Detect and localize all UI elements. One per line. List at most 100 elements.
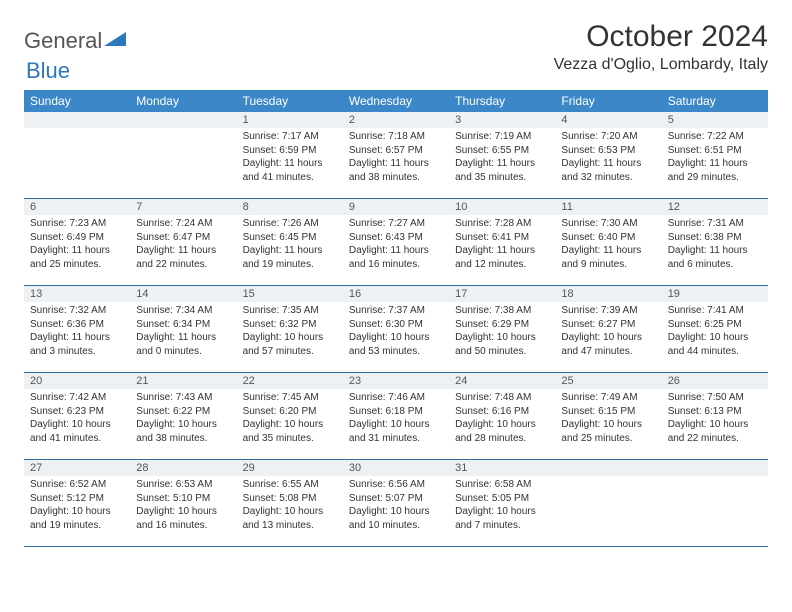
day-details: Sunrise: 7:28 AMSunset: 6:41 PMDaylight:… (449, 215, 555, 275)
day-number: 28 (130, 460, 236, 476)
day-number: 12 (662, 199, 768, 215)
day-details: Sunrise: 7:18 AMSunset: 6:57 PMDaylight:… (343, 128, 449, 188)
day-details: Sunrise: 7:34 AMSunset: 6:34 PMDaylight:… (130, 302, 236, 362)
day-number: 14 (130, 286, 236, 302)
calendar-cell: 21Sunrise: 7:43 AMSunset: 6:22 PMDayligh… (130, 373, 236, 460)
day-details: Sunrise: 7:26 AMSunset: 6:45 PMDaylight:… (237, 215, 343, 275)
day-number: 1 (237, 112, 343, 128)
day-details: Sunrise: 7:27 AMSunset: 6:43 PMDaylight:… (343, 215, 449, 275)
calendar-cell: 19Sunrise: 7:41 AMSunset: 6:25 PMDayligh… (662, 286, 768, 373)
day-details: Sunrise: 7:32 AMSunset: 6:36 PMDaylight:… (24, 302, 130, 362)
logo-triangle-icon (104, 30, 126, 53)
day-number: 25 (555, 373, 661, 389)
day-number: 16 (343, 286, 449, 302)
calendar-cell: 4Sunrise: 7:20 AMSunset: 6:53 PMDaylight… (555, 112, 661, 199)
calendar-cell: 6Sunrise: 7:23 AMSunset: 6:49 PMDaylight… (24, 199, 130, 286)
calendar-cell: 14Sunrise: 7:34 AMSunset: 6:34 PMDayligh… (130, 286, 236, 373)
month-title: October 2024 (554, 20, 768, 54)
day-details: Sunrise: 6:56 AMSunset: 5:07 PMDaylight:… (343, 476, 449, 536)
day-number: 13 (24, 286, 130, 302)
day-number: 23 (343, 373, 449, 389)
day-details: Sunrise: 7:45 AMSunset: 6:20 PMDaylight:… (237, 389, 343, 449)
day-number: 4 (555, 112, 661, 128)
logo-text-blue: Blue (26, 58, 70, 83)
calendar-cell: 29Sunrise: 6:55 AMSunset: 5:08 PMDayligh… (237, 460, 343, 547)
day-header: Monday (130, 90, 236, 112)
day-number: 27 (24, 460, 130, 476)
day-details: Sunrise: 7:41 AMSunset: 6:25 PMDaylight:… (662, 302, 768, 362)
day-number: 11 (555, 199, 661, 215)
day-number: 21 (130, 373, 236, 389)
calendar-cell: 31Sunrise: 6:58 AMSunset: 5:05 PMDayligh… (449, 460, 555, 547)
day-details: Sunrise: 7:17 AMSunset: 6:59 PMDaylight:… (237, 128, 343, 188)
day-details: Sunrise: 7:48 AMSunset: 6:16 PMDaylight:… (449, 389, 555, 449)
day-details: Sunrise: 7:38 AMSunset: 6:29 PMDaylight:… (449, 302, 555, 362)
day-details: Sunrise: 7:35 AMSunset: 6:32 PMDaylight:… (237, 302, 343, 362)
calendar-cell: 27Sunrise: 6:52 AMSunset: 5:12 PMDayligh… (24, 460, 130, 547)
calendar-cell: 18Sunrise: 7:39 AMSunset: 6:27 PMDayligh… (555, 286, 661, 373)
calendar-table: SundayMondayTuesdayWednesdayThursdayFrid… (24, 90, 768, 547)
day-details: Sunrise: 7:46 AMSunset: 6:18 PMDaylight:… (343, 389, 449, 449)
day-details: Sunrise: 6:53 AMSunset: 5:10 PMDaylight:… (130, 476, 236, 536)
day-number: 15 (237, 286, 343, 302)
calendar-cell: 12Sunrise: 7:31 AMSunset: 6:38 PMDayligh… (662, 199, 768, 286)
calendar-cell: 13Sunrise: 7:32 AMSunset: 6:36 PMDayligh… (24, 286, 130, 373)
calendar-cell (24, 112, 130, 199)
calendar-cell: 15Sunrise: 7:35 AMSunset: 6:32 PMDayligh… (237, 286, 343, 373)
calendar-cell: 8Sunrise: 7:26 AMSunset: 6:45 PMDaylight… (237, 199, 343, 286)
day-details: Sunrise: 7:31 AMSunset: 6:38 PMDaylight:… (662, 215, 768, 275)
calendar-cell: 2Sunrise: 7:18 AMSunset: 6:57 PMDaylight… (343, 112, 449, 199)
day-details: Sunrise: 6:58 AMSunset: 5:05 PMDaylight:… (449, 476, 555, 536)
day-header: Friday (555, 90, 661, 112)
day-header: Saturday (662, 90, 768, 112)
calendar-cell: 20Sunrise: 7:42 AMSunset: 6:23 PMDayligh… (24, 373, 130, 460)
calendar-cell: 11Sunrise: 7:30 AMSunset: 6:40 PMDayligh… (555, 199, 661, 286)
day-details: Sunrise: 7:42 AMSunset: 6:23 PMDaylight:… (24, 389, 130, 449)
day-number: 5 (662, 112, 768, 128)
calendar-cell: 22Sunrise: 7:45 AMSunset: 6:20 PMDayligh… (237, 373, 343, 460)
day-details: Sunrise: 7:19 AMSunset: 6:55 PMDaylight:… (449, 128, 555, 188)
day-details: Sunrise: 7:22 AMSunset: 6:51 PMDaylight:… (662, 128, 768, 188)
calendar-cell (130, 112, 236, 199)
day-number: 18 (555, 286, 661, 302)
day-details: Sunrise: 7:50 AMSunset: 6:13 PMDaylight:… (662, 389, 768, 449)
day-details: Sunrise: 7:20 AMSunset: 6:53 PMDaylight:… (555, 128, 661, 188)
day-details: Sunrise: 7:49 AMSunset: 6:15 PMDaylight:… (555, 389, 661, 449)
day-details: Sunrise: 7:30 AMSunset: 6:40 PMDaylight:… (555, 215, 661, 275)
day-details: Sunrise: 7:23 AMSunset: 6:49 PMDaylight:… (24, 215, 130, 275)
day-number: 26 (662, 373, 768, 389)
calendar-cell: 10Sunrise: 7:28 AMSunset: 6:41 PMDayligh… (449, 199, 555, 286)
day-number: 22 (237, 373, 343, 389)
calendar-cell: 7Sunrise: 7:24 AMSunset: 6:47 PMDaylight… (130, 199, 236, 286)
calendar-cell: 30Sunrise: 6:56 AMSunset: 5:07 PMDayligh… (343, 460, 449, 547)
day-number: 9 (343, 199, 449, 215)
day-number: 19 (662, 286, 768, 302)
day-details: Sunrise: 7:39 AMSunset: 6:27 PMDaylight:… (555, 302, 661, 362)
day-details: Sunrise: 7:24 AMSunset: 6:47 PMDaylight:… (130, 215, 236, 275)
day-number: 7 (130, 199, 236, 215)
logo-text-general: General (24, 28, 102, 54)
calendar-cell: 17Sunrise: 7:38 AMSunset: 6:29 PMDayligh… (449, 286, 555, 373)
day-number: 3 (449, 112, 555, 128)
calendar-cell (662, 460, 768, 547)
day-number: 31 (449, 460, 555, 476)
day-header: Thursday (449, 90, 555, 112)
day-number: 8 (237, 199, 343, 215)
day-number: 24 (449, 373, 555, 389)
day-number: 29 (237, 460, 343, 476)
calendar-cell: 3Sunrise: 7:19 AMSunset: 6:55 PMDaylight… (449, 112, 555, 199)
day-number: 10 (449, 199, 555, 215)
calendar-cell: 16Sunrise: 7:37 AMSunset: 6:30 PMDayligh… (343, 286, 449, 373)
day-header: Wednesday (343, 90, 449, 112)
calendar-cell: 24Sunrise: 7:48 AMSunset: 6:16 PMDayligh… (449, 373, 555, 460)
calendar-cell: 26Sunrise: 7:50 AMSunset: 6:13 PMDayligh… (662, 373, 768, 460)
day-header: Tuesday (237, 90, 343, 112)
calendar-cell: 1Sunrise: 7:17 AMSunset: 6:59 PMDaylight… (237, 112, 343, 199)
day-header: Sunday (24, 90, 130, 112)
location-text: Vezza d'Oglio, Lombardy, Italy (554, 56, 768, 74)
day-number: 20 (24, 373, 130, 389)
day-number: 17 (449, 286, 555, 302)
calendar-cell: 25Sunrise: 7:49 AMSunset: 6:15 PMDayligh… (555, 373, 661, 460)
calendar-cell: 23Sunrise: 7:46 AMSunset: 6:18 PMDayligh… (343, 373, 449, 460)
day-number: 6 (24, 199, 130, 215)
